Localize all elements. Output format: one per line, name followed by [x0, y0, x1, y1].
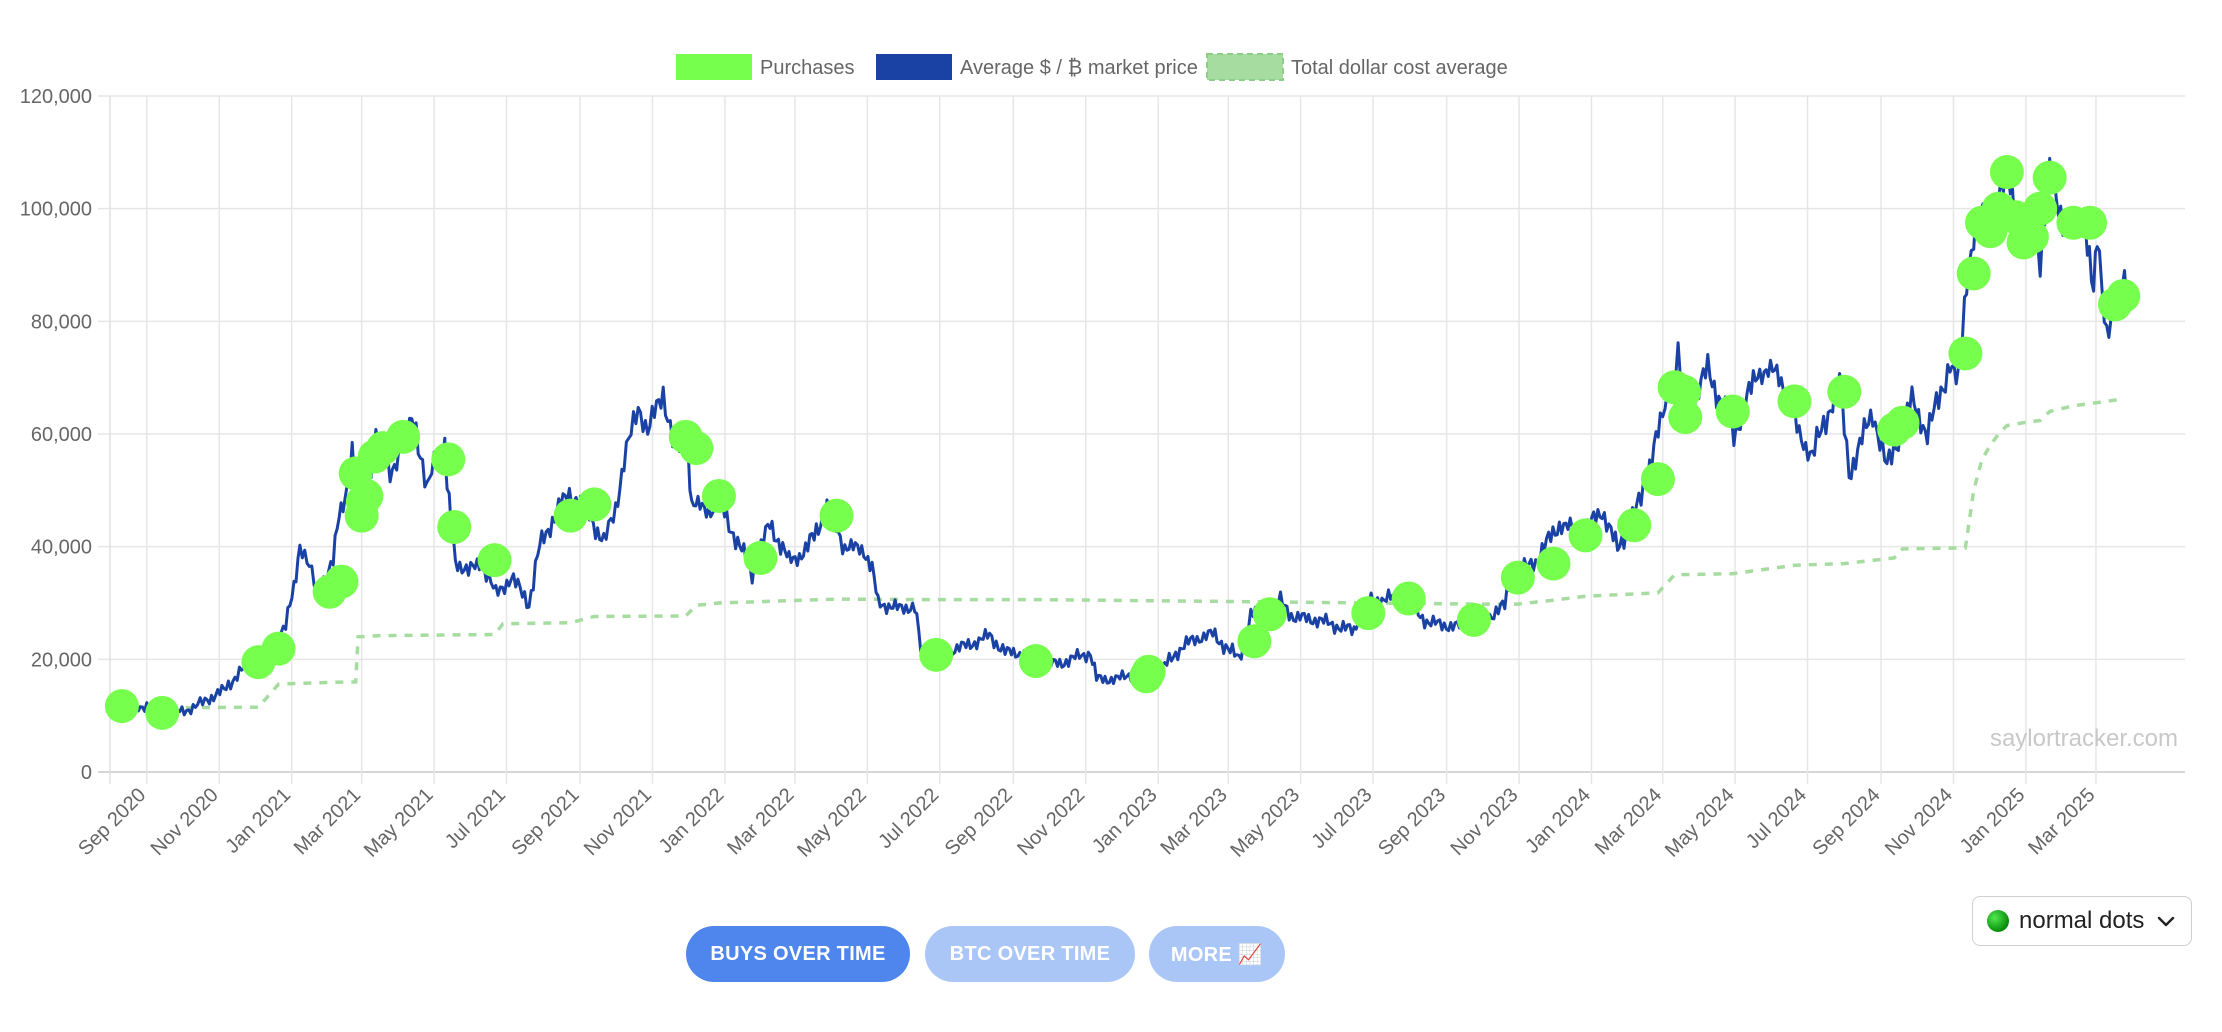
x-tick-label: Jan 2021 — [221, 784, 295, 858]
purchase-point — [1715, 394, 1750, 429]
y-tick-label: 20,000 — [31, 649, 92, 671]
purchase-point — [1500, 560, 1535, 595]
legend-label: Total dollar cost average — [1291, 57, 1508, 79]
purchase-point — [1617, 508, 1652, 543]
purchase-point — [2032, 160, 2067, 195]
purchase-point — [437, 509, 472, 544]
purchase-point — [1668, 400, 1703, 435]
x-tick-label: Mar 2021 — [290, 784, 365, 859]
x-tick-label: Jul 2021 — [441, 784, 510, 853]
x-tick-label: Jul 2022 — [874, 784, 943, 853]
purchase-point — [1536, 546, 1571, 581]
x-tick-label: Nov 2022 — [1013, 784, 1089, 860]
purchase-point — [2073, 205, 2108, 240]
purchase-point — [1018, 644, 1053, 679]
x-tick-label: Mar 2022 — [723, 784, 798, 859]
purchase-point — [2023, 191, 2058, 226]
purchase-point — [2106, 278, 2141, 313]
purchase-point — [1885, 405, 1920, 440]
x-tick-label: Jul 2024 — [1742, 784, 1811, 853]
watermark: saylortracker.com — [1990, 725, 2178, 752]
purchase-point — [679, 431, 714, 466]
x-tick-label: Jan 2023 — [1088, 784, 1162, 858]
purchase-point — [819, 498, 854, 533]
x-tick-label: Jul 2023 — [1308, 784, 1377, 853]
purchase-point — [743, 540, 778, 575]
x-tick-label: Mar 2025 — [2024, 784, 2099, 859]
y-axis: 0 20,000 40,000 60,000 80,000 100,000 120,000 — [20, 86, 92, 784]
legend-label: Average $ / ₿ market price — [960, 57, 1198, 79]
purchase-point — [701, 478, 736, 513]
y-tick-label: 0 — [81, 762, 92, 784]
purchase-point — [577, 487, 612, 522]
dot-style-select[interactable]: normal dots — [1972, 896, 2192, 946]
more-button[interactable]: MORE 📈 — [1149, 926, 1285, 982]
purchase-point — [2014, 219, 2049, 254]
btc-over-time-button[interactable]: BTC OVER TIME — [925, 926, 1135, 982]
x-tick-label: Sep 2024 — [1809, 784, 1885, 860]
purchase-point — [1568, 518, 1603, 553]
dot-style-selected: normal dots — [2019, 907, 2145, 934]
purchase-point — [261, 631, 296, 666]
y-tick-label: 100,000 — [20, 199, 92, 221]
x-tick-label: Mar 2024 — [1591, 784, 1666, 859]
x-tick-label: Nov 2023 — [1446, 784, 1522, 860]
y-tick-label: 80,000 — [31, 311, 92, 333]
x-tick-label: May 2022 — [793, 784, 871, 862]
x-tick-label: May 2024 — [1661, 784, 1739, 862]
purchase-point — [1827, 374, 1862, 409]
x-tick-label: May 2023 — [1226, 784, 1304, 862]
x-tick-label: Sep 2023 — [1374, 784, 1450, 860]
x-tick-label: May 2021 — [360, 784, 438, 862]
legend-swatch — [1206, 53, 1284, 81]
x-tick-label: Jan 2022 — [655, 784, 729, 858]
y-tick-label: 120,000 — [20, 86, 92, 108]
purchase-point — [324, 564, 359, 599]
legend-swatch — [876, 54, 952, 80]
purchase-point — [1456, 602, 1491, 637]
x-tick-label: Nov 2024 — [1881, 784, 1957, 860]
purchase-point — [1777, 384, 1812, 419]
purchase-point — [1237, 624, 1272, 659]
purchase-point — [477, 543, 512, 578]
x-tick-label: Sep 2020 — [74, 784, 150, 860]
chevron-down-icon — [2157, 916, 2175, 927]
buys-over-time-button[interactable]: BUYS OVER TIME — [686, 926, 910, 982]
legend-item: Purchases — [676, 54, 855, 80]
purchase-point — [1131, 654, 1166, 689]
x-tick-label: Sep 2021 — [508, 784, 584, 860]
legend-label: Purchases — [760, 57, 855, 79]
purchase-point — [1948, 336, 1983, 371]
legend-swatch — [676, 54, 752, 80]
x-tick-label: Nov 2020 — [147, 784, 223, 860]
purchase-point — [104, 689, 139, 724]
dca-series-line — [121, 395, 2124, 710]
purchase-point — [1640, 462, 1675, 497]
x-tick-label: Nov 2021 — [580, 784, 656, 860]
chart-legend: Purchases Average $ / ₿ market price Total… — [676, 53, 1508, 81]
purchase-point — [1956, 256, 1991, 291]
plot-area — [104, 155, 2141, 730]
x-tick-label: Sep 2022 — [941, 784, 1017, 860]
purchase-point — [1391, 581, 1426, 616]
purchase-point — [431, 442, 466, 477]
purchase-point — [1351, 596, 1386, 631]
x-tick-label: Jan 2024 — [1521, 784, 1595, 858]
y-tick-label: 60,000 — [31, 424, 92, 446]
purchase-point — [145, 695, 180, 730]
btc-purchases-chart: Purchases Average $ / ₿ market price Total… — [20, 53, 2185, 862]
purchase-point — [1252, 597, 1287, 632]
purchase-point — [1989, 155, 2024, 190]
purchase-point — [386, 419, 421, 454]
purchase-point — [919, 637, 954, 672]
purchase-point — [1667, 374, 1702, 409]
x-tick-label: Mar 2023 — [1156, 784, 1231, 859]
y-tick-label: 40,000 — [31, 537, 92, 559]
green-circle-icon — [1987, 910, 2009, 932]
x-tick-label: Jan 2025 — [1956, 784, 2030, 858]
legend-item: Total dollar cost average — [1206, 53, 1508, 81]
purchase-point — [349, 478, 384, 513]
legend-item: Average $ / ₿ market price — [876, 54, 1198, 80]
